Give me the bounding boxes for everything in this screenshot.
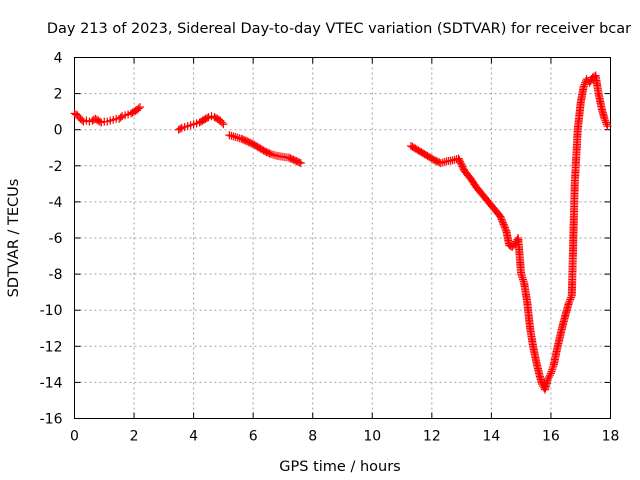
data-marker bbox=[601, 116, 610, 125]
data-marker bbox=[235, 134, 244, 143]
data-point bbox=[448, 156, 457, 165]
x-tick-label: 4 bbox=[189, 429, 198, 445]
data-point bbox=[436, 159, 445, 168]
x-tick-label: 2 bbox=[130, 429, 139, 445]
data-point bbox=[585, 78, 594, 87]
y-tick-label: -12 bbox=[40, 339, 63, 355]
data-marker bbox=[565, 297, 574, 306]
y-tick-label: -16 bbox=[40, 412, 63, 428]
data-point bbox=[579, 82, 588, 91]
data-point bbox=[219, 120, 228, 129]
y-tick-label: 2 bbox=[54, 87, 63, 103]
data-marker bbox=[580, 80, 589, 89]
data-marker bbox=[566, 295, 575, 304]
data-marker bbox=[544, 372, 553, 381]
data-point bbox=[603, 122, 612, 131]
x-tick-label: 0 bbox=[70, 429, 79, 445]
x-tick-label: 12 bbox=[423, 429, 441, 445]
data-point bbox=[225, 131, 234, 140]
chart-title: Day 213 of 2023, Sidereal Day-to-day VTE… bbox=[47, 21, 631, 37]
data-point bbox=[231, 132, 240, 141]
data-marker bbox=[265, 149, 274, 158]
data-marker bbox=[203, 113, 212, 122]
y-tick-label: 4 bbox=[54, 51, 63, 67]
plot-frame bbox=[74, 57, 611, 419]
data-marker bbox=[438, 158, 447, 167]
data-point bbox=[543, 374, 552, 383]
x-axis-label: GPS time / hours bbox=[279, 459, 400, 475]
data-marker bbox=[545, 371, 554, 380]
y-tick-label: -2 bbox=[49, 159, 63, 175]
data-point bbox=[600, 114, 609, 123]
data-point bbox=[296, 159, 305, 168]
data-marker bbox=[271, 151, 280, 160]
data-marker bbox=[602, 118, 611, 127]
x-tick-label: 10 bbox=[363, 429, 381, 445]
data-point bbox=[267, 150, 276, 159]
x-tick-label: 16 bbox=[542, 429, 560, 445]
y-tick-label: -10 bbox=[40, 303, 63, 319]
data-marker bbox=[227, 131, 236, 140]
grid-lines bbox=[74, 57, 611, 419]
data-marker bbox=[295, 158, 304, 167]
data-marker bbox=[602, 120, 611, 129]
data-marker bbox=[233, 133, 242, 142]
y-tick-label: -8 bbox=[49, 267, 63, 283]
data-marker bbox=[567, 293, 576, 302]
y-tick-label: -6 bbox=[49, 231, 63, 247]
data-marker bbox=[217, 118, 226, 127]
axis-ticks: 0 2 4 6 8 10 12 14 16 18 4 2 0 -2 -4 -6 -8 -10 -12 -14 -16 bbox=[40, 51, 620, 445]
y-tick-label: -14 bbox=[40, 375, 63, 391]
data-marker bbox=[229, 132, 238, 141]
data-point bbox=[136, 103, 145, 112]
y-axis-label: SDTVAR / TECUs bbox=[6, 179, 22, 298]
x-tick-label: 8 bbox=[308, 429, 317, 445]
x-tick-label: 14 bbox=[482, 429, 500, 445]
data-marker bbox=[440, 157, 449, 166]
x-tick-label: 18 bbox=[602, 429, 620, 445]
data-marker bbox=[176, 124, 185, 133]
x-tick-label: 6 bbox=[249, 429, 258, 445]
y-tick-label: -4 bbox=[49, 195, 63, 211]
data-marker bbox=[134, 104, 143, 113]
data-marker bbox=[116, 113, 125, 122]
data-markers bbox=[70, 71, 612, 394]
y-tick-label: 0 bbox=[54, 123, 63, 139]
data-point bbox=[564, 298, 573, 307]
data-marker bbox=[269, 150, 278, 159]
